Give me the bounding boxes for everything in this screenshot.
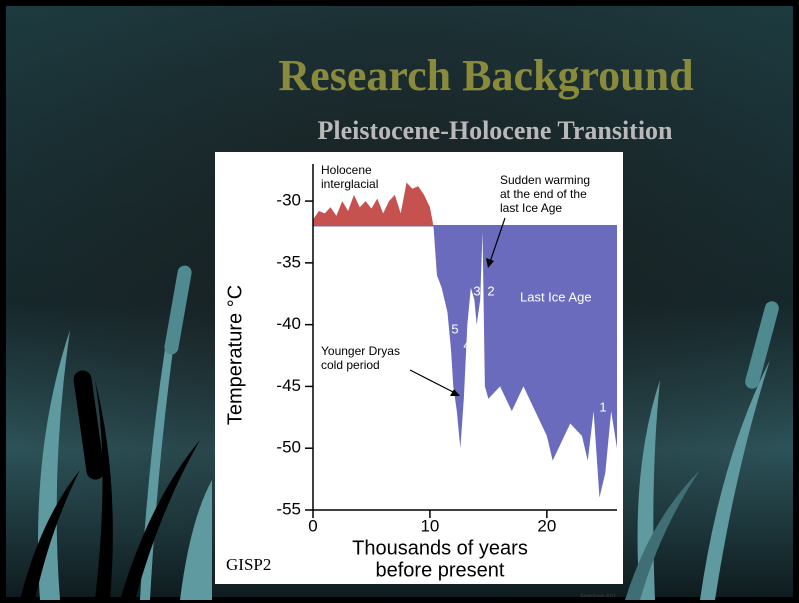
x-axis-label: before present bbox=[376, 559, 505, 581]
x-axis-label: Thousands of years bbox=[352, 537, 528, 559]
annotation: Holocene bbox=[321, 163, 372, 177]
annotation: Last Ice Age bbox=[520, 289, 592, 304]
annotation: Younger Dryas bbox=[321, 344, 400, 358]
slide-subtitle: Pleistocene-Holocene Transition bbox=[317, 116, 673, 145]
annotation: Sudden warming bbox=[500, 173, 590, 187]
y-axis-label: Temperature °C bbox=[224, 285, 246, 425]
source-label: GISP2 bbox=[226, 555, 271, 574]
annotation: 5 bbox=[451, 321, 458, 336]
y-tick-label: -40 bbox=[276, 314, 301, 333]
x-tick-label: 20 bbox=[537, 516, 556, 535]
annotation: 3 bbox=[473, 283, 480, 298]
y-tick-label: -30 bbox=[276, 191, 301, 210]
y-tick-label: -50 bbox=[276, 438, 301, 457]
annotation: 1 bbox=[599, 399, 606, 414]
y-tick-label: -35 bbox=[276, 252, 301, 271]
annotation: 2 bbox=[487, 283, 494, 298]
credit: Easterbrook 2011 bbox=[580, 594, 616, 599]
y-tick-label: -45 bbox=[276, 376, 301, 395]
annotation: interglacial bbox=[321, 177, 378, 191]
annotation: at the end of the bbox=[500, 187, 587, 201]
slide-title: Research Background bbox=[278, 51, 693, 100]
annotation: 4 bbox=[463, 337, 470, 352]
x-tick-label: 10 bbox=[420, 516, 439, 535]
annotation: cold period bbox=[321, 358, 380, 372]
slide: Research Background Pleistocene-Holocene… bbox=[0, 0, 799, 603]
annotation: last Ice Age bbox=[500, 201, 562, 215]
y-tick-label: -55 bbox=[276, 499, 301, 518]
x-tick-label: 0 bbox=[308, 516, 317, 535]
